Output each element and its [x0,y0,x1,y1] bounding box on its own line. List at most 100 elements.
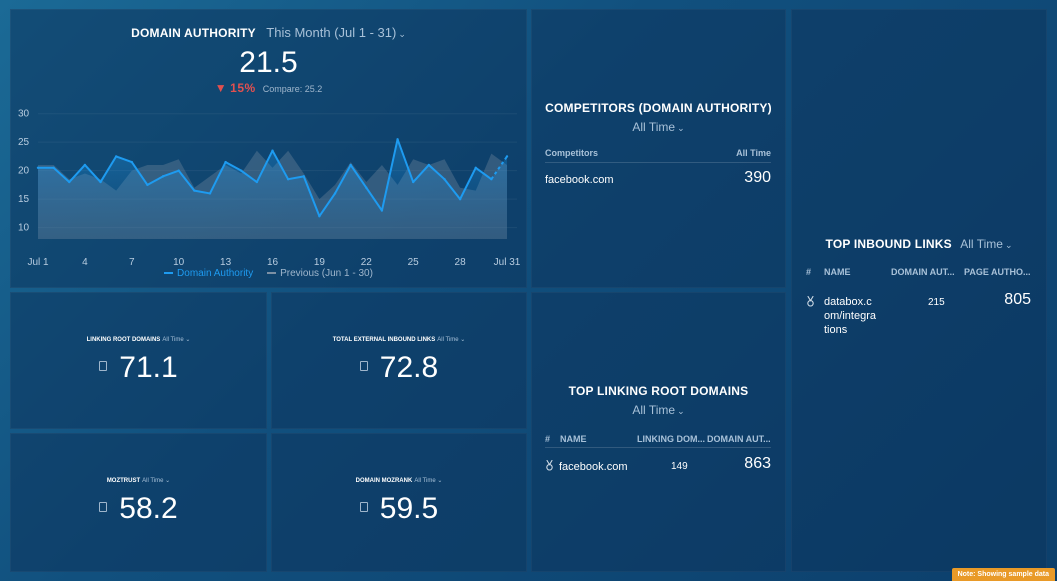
top-linking-root-domains-card: TOP LINKING ROOT DOMAINS All Time ⌄ # NAM… [531,292,786,572]
domain-authority-header: DOMAIN AUTHORITY This Month (Jul 1 - 31)… [11,24,526,42]
competitors-title: COMPETITORS (DOMAIN AUTHORITY) [545,101,772,115]
link-name-line: databox.c [824,296,872,308]
row-name: facebook.com [545,459,627,473]
data-point [458,197,462,201]
column-header-rank[interactable]: # [545,434,551,444]
y-tick-label: 15 [18,194,30,205]
period-dropdown[interactable]: All Time ⌄ [960,237,1012,251]
period-dropdown[interactable]: All Time ⌄ [414,478,443,484]
competitors-card: COMPETITORS (DOMAIN AUTHORITY) All Time ⌄… [531,9,786,288]
chevron-down-icon: ⌄ [1004,240,1013,250]
metric-title: LINKING ROOT DOMAINS [86,337,161,343]
document-icon [99,502,108,513]
period-dropdown[interactable]: All Time ⌄ [162,337,191,343]
data-point [255,180,259,184]
legend-label-previous: Previous (Jun 1 - 30) [280,268,373,279]
data-point [83,163,87,167]
x-tick-label: 22 [361,257,373,268]
data-point [208,192,212,195]
change-percent: 15% [230,81,256,95]
data-point [505,155,509,158]
legend-swatch-current [164,272,174,275]
data-point [193,189,196,192]
x-tick-label: 4 [82,257,88,268]
legend-item-current[interactable]: Domain Authority [164,268,253,279]
data-point [240,169,243,172]
x-tick-label: Jul 31 [494,257,521,268]
link-name-line: om/integra [824,310,876,322]
column-header-domain-authority[interactable]: DOMAIN AUT... [891,267,955,277]
domain-authority-projection [490,155,508,180]
domain-authority-title: DOMAIN AUTHORITY [131,26,256,40]
data-point [333,192,337,195]
column-header-name[interactable]: NAME [560,434,587,444]
domain-authority-line [38,138,492,218]
domain-authority-value: 215 [928,297,945,308]
data-point [68,180,71,184]
metric-header: DOMAIN MOZRANK All Time ⌄ [272,477,526,484]
column-header-all-time[interactable]: All Time [736,148,771,158]
column-header-rank[interactable]: # [806,267,812,277]
divider [545,447,771,448]
legend-swatch-previous [267,272,277,275]
top-linking-root-domains-title: TOP LINKING ROOT DOMAINS [568,384,749,398]
data-point [130,160,133,164]
y-tick-label: 25 [18,137,30,148]
column-header-page-authority[interactable]: PAGE AUTHO... [964,267,1031,277]
y-tick-label: 30 [18,109,30,120]
document-icon [99,361,108,372]
data-point [302,175,305,178]
metric-value: 59.5 [272,492,526,526]
x-tick-label: 16 [267,257,279,268]
column-header-linking-domains[interactable]: LINKING DOM... [637,434,705,444]
period-dropdown[interactable]: All Time ⌄ [532,403,785,417]
legend-label-current: Domain Authority [177,268,254,279]
data-point [349,163,352,167]
period-dropdown[interactable]: All Time ⌄ [142,478,171,484]
period-label: All Time [142,478,164,484]
y-tick-label: 10 [18,223,30,234]
domain-authority-value: 21.5 [239,46,298,79]
metric-title: TOTAL EXTERNAL INBOUND LINKS [332,337,436,343]
metric-header: TOTAL EXTERNAL INBOUND LINKS All Time ⌄ [272,336,526,343]
x-tick-label: 10 [173,257,185,268]
competitor-value: 390 [744,169,771,186]
metric-title: MOZTRUST [106,478,141,484]
domain-authority-area [38,139,507,239]
metric-number: 58.2 [119,492,178,525]
period-label: All Time [414,478,436,484]
data-point [396,138,399,141]
sample-data-note: Note: Showing sample data [951,568,1055,581]
metric-value: 58.2 [11,492,266,526]
metric-number: 71.1 [119,351,178,384]
column-header-competitors[interactable]: Competitors [545,148,599,158]
data-point [36,166,40,170]
period-dropdown[interactable]: All Time ⌄ [437,337,466,343]
column-header-domain-authority[interactable]: DOMAIN AUT... [707,434,771,444]
data-point [99,180,102,184]
period-label: All Time [162,337,184,343]
link-name-line: tions [824,324,848,336]
chevron-down-icon: ⌄ [677,406,685,416]
page-authority-value: 805 [1004,291,1031,308]
period-label: All Time [632,403,676,417]
x-tick-label: 7 [129,257,135,268]
period-label: This Month (Jul 1 - 31) [266,25,397,40]
x-tick-label: 28 [455,257,467,268]
legend-item-previous[interactable]: Previous (Jun 1 - 30) [267,268,373,279]
period-dropdown[interactable]: This Month (Jul 1 - 31) ⌄ [266,25,406,40]
period-dropdown[interactable]: All Time ⌄ [532,120,785,134]
period-label: All Time [437,337,459,343]
data-point [474,166,477,170]
data-point [412,180,415,184]
y-tick-label: 20 [18,166,30,177]
divider [545,162,771,163]
document-icon [359,502,368,513]
data-point [146,183,149,187]
data-point [114,155,118,158]
linking-root-domains-card: LINKING ROOT DOMAINS All Time ⌄ 71.1 [10,292,267,429]
x-tick-label: 19 [314,257,326,268]
domain-authority-change: ▼ 15% Compare: 25.2 [11,81,526,95]
data-point [427,163,431,167]
column-header-name[interactable]: NAME [824,267,851,277]
